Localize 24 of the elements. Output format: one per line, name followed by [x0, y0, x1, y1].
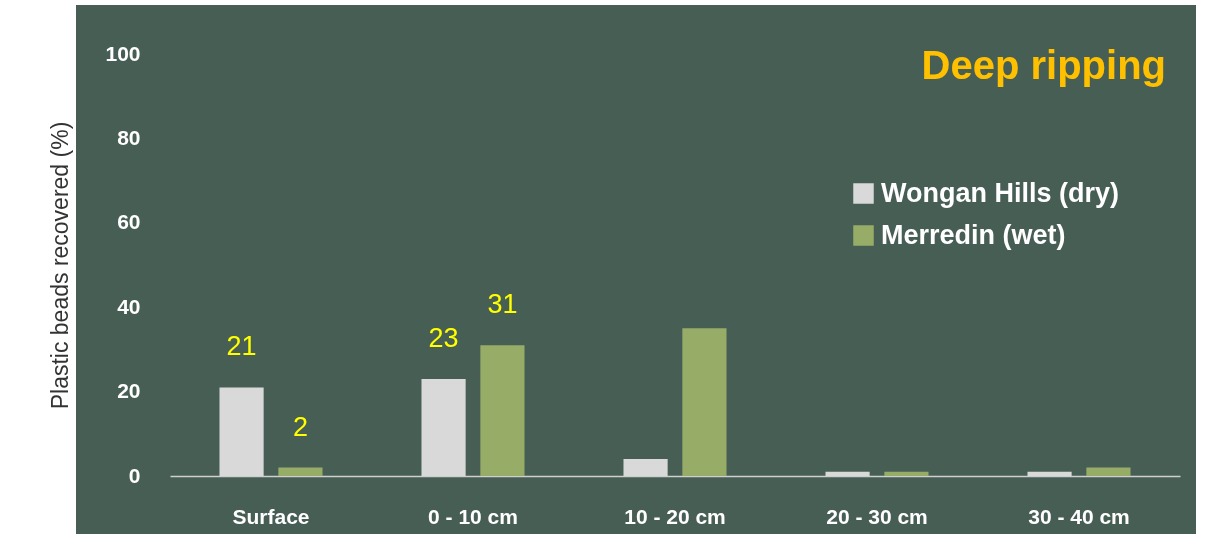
- y-tick-label: 40: [117, 294, 141, 318]
- bar: [1086, 467, 1131, 476]
- bar: [480, 345, 525, 476]
- y-tick-label: 20: [117, 379, 141, 403]
- legend-label: Merredin (wet): [881, 219, 1066, 250]
- bar: [682, 328, 727, 476]
- x-tick-label: Surface: [232, 504, 310, 528]
- y-tick-label: 60: [117, 210, 141, 234]
- bar: [278, 467, 323, 476]
- y-tick-label: 0: [128, 463, 141, 487]
- x-tick-label: 10 - 20 cm: [624, 504, 726, 528]
- bar: [884, 471, 929, 476]
- chart-title: Deep ripping: [921, 43, 1166, 87]
- x-tick-label: 0 - 10 cm: [428, 504, 518, 528]
- data-label: 23: [428, 322, 459, 353]
- y-tick-label: 80: [117, 125, 141, 149]
- data-label: 21: [226, 331, 257, 362]
- y-axis-title: Plastic beads recovered (%): [47, 121, 74, 410]
- data-label: 31: [487, 289, 518, 320]
- x-tick-label: 30 - 40 cm: [1028, 504, 1130, 528]
- legend-label: Wongan Hills (dry): [881, 177, 1120, 208]
- x-tick-label: 20 - 30 cm: [826, 504, 928, 528]
- y-tick-label: 100: [105, 41, 141, 65]
- data-label: 2: [292, 411, 308, 442]
